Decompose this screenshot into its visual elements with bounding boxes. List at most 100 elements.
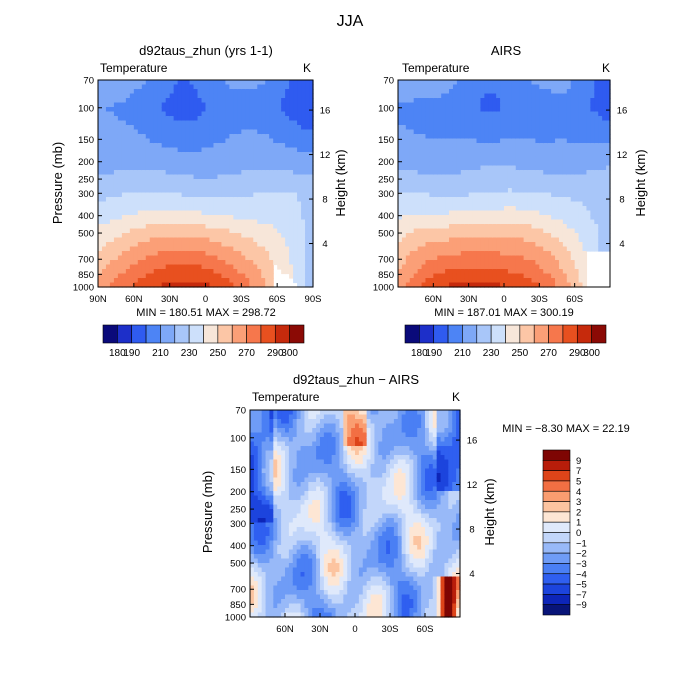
field-cell <box>117 242 123 248</box>
colorbar-swatch <box>131 324 147 344</box>
field-cell <box>221 206 227 212</box>
field-cell <box>405 206 411 212</box>
field-cell <box>488 111 493 117</box>
field-cell <box>476 192 482 198</box>
field-cell <box>153 84 159 90</box>
field-cell <box>113 84 119 90</box>
field-cell <box>574 89 580 95</box>
field-cell <box>535 152 540 158</box>
field-cell <box>277 224 282 230</box>
field-cell <box>586 107 591 113</box>
field-cell <box>233 188 238 194</box>
field-cell <box>511 278 517 284</box>
field-cell <box>261 111 266 117</box>
field-cell <box>193 188 199 194</box>
field-cell <box>547 237 552 243</box>
field-cell <box>562 215 568 221</box>
field-cell <box>281 219 286 225</box>
field-cell <box>281 129 286 135</box>
field-cell <box>249 260 254 266</box>
field-cell <box>531 93 537 99</box>
field-cell <box>566 219 572 225</box>
field-cell <box>433 147 438 153</box>
field-cell <box>602 188 607 194</box>
field-cell <box>539 116 544 122</box>
field-cell <box>480 233 485 239</box>
field-cell <box>468 210 474 216</box>
field-cell <box>137 111 143 117</box>
field-cell <box>531 206 537 212</box>
field-cell <box>535 102 540 108</box>
field-cell <box>269 192 274 198</box>
field-cell <box>121 278 127 284</box>
field-cell <box>519 255 525 261</box>
field-cell <box>265 219 270 225</box>
field-cell <box>169 183 175 189</box>
field-cell <box>551 179 556 185</box>
field-cell <box>241 179 246 185</box>
field-cell <box>547 246 552 252</box>
field-cell <box>507 138 513 144</box>
field-cell <box>297 228 302 234</box>
field-cell <box>157 147 163 153</box>
field-cell <box>213 255 219 261</box>
field-cell <box>193 161 199 167</box>
field-cell <box>445 147 450 153</box>
field-cell <box>445 264 450 270</box>
field-cell <box>157 269 163 275</box>
field-cell <box>586 228 591 234</box>
field-cell <box>185 206 191 212</box>
field-cell <box>285 228 290 234</box>
field-cell <box>566 228 572 234</box>
field-label: Temperature <box>100 61 168 75</box>
field-cell <box>531 174 537 180</box>
field-cell <box>515 134 521 140</box>
field-cell <box>213 260 219 266</box>
field-cell <box>500 84 505 90</box>
field-cell <box>105 161 111 167</box>
field-cell <box>488 278 493 284</box>
field-cell <box>109 197 115 203</box>
panel-title: AIRS <box>491 43 522 58</box>
field-cell <box>229 80 234 86</box>
field-cell <box>197 246 203 252</box>
field-cell <box>566 260 572 266</box>
field-cell <box>405 179 411 185</box>
field-cell <box>149 138 155 144</box>
field-cell <box>417 107 423 113</box>
field-cell <box>437 242 442 248</box>
field-cell <box>445 134 450 140</box>
field-cell <box>401 273 407 279</box>
field-cell <box>456 111 462 117</box>
field-cell <box>523 102 529 108</box>
field-cell <box>209 156 215 162</box>
field-cell <box>460 210 466 216</box>
field-cell <box>201 237 207 243</box>
field-cell <box>101 278 107 284</box>
field-cell <box>602 192 607 198</box>
field-cell <box>285 174 290 180</box>
field-cell <box>289 242 294 248</box>
field-cell <box>539 215 544 221</box>
field-cell <box>289 125 294 131</box>
field-cell <box>551 89 556 95</box>
field-cell <box>598 156 603 162</box>
field-cell <box>464 237 470 243</box>
field-cell <box>452 179 458 185</box>
field-cell <box>209 210 215 216</box>
field-cell <box>405 80 411 86</box>
field-cell <box>189 80 195 86</box>
field-cell <box>558 98 564 104</box>
field-cell <box>401 111 407 117</box>
field-cell <box>181 147 187 153</box>
field-cell <box>301 233 306 239</box>
field-cell <box>201 269 207 275</box>
field-cell <box>229 161 234 167</box>
field-cell <box>165 282 171 288</box>
field-cell <box>213 120 219 126</box>
field-cell <box>598 116 603 122</box>
field-cell <box>582 174 588 180</box>
field-cell <box>169 278 175 284</box>
field-cell <box>177 138 183 144</box>
field-cell <box>241 273 246 279</box>
